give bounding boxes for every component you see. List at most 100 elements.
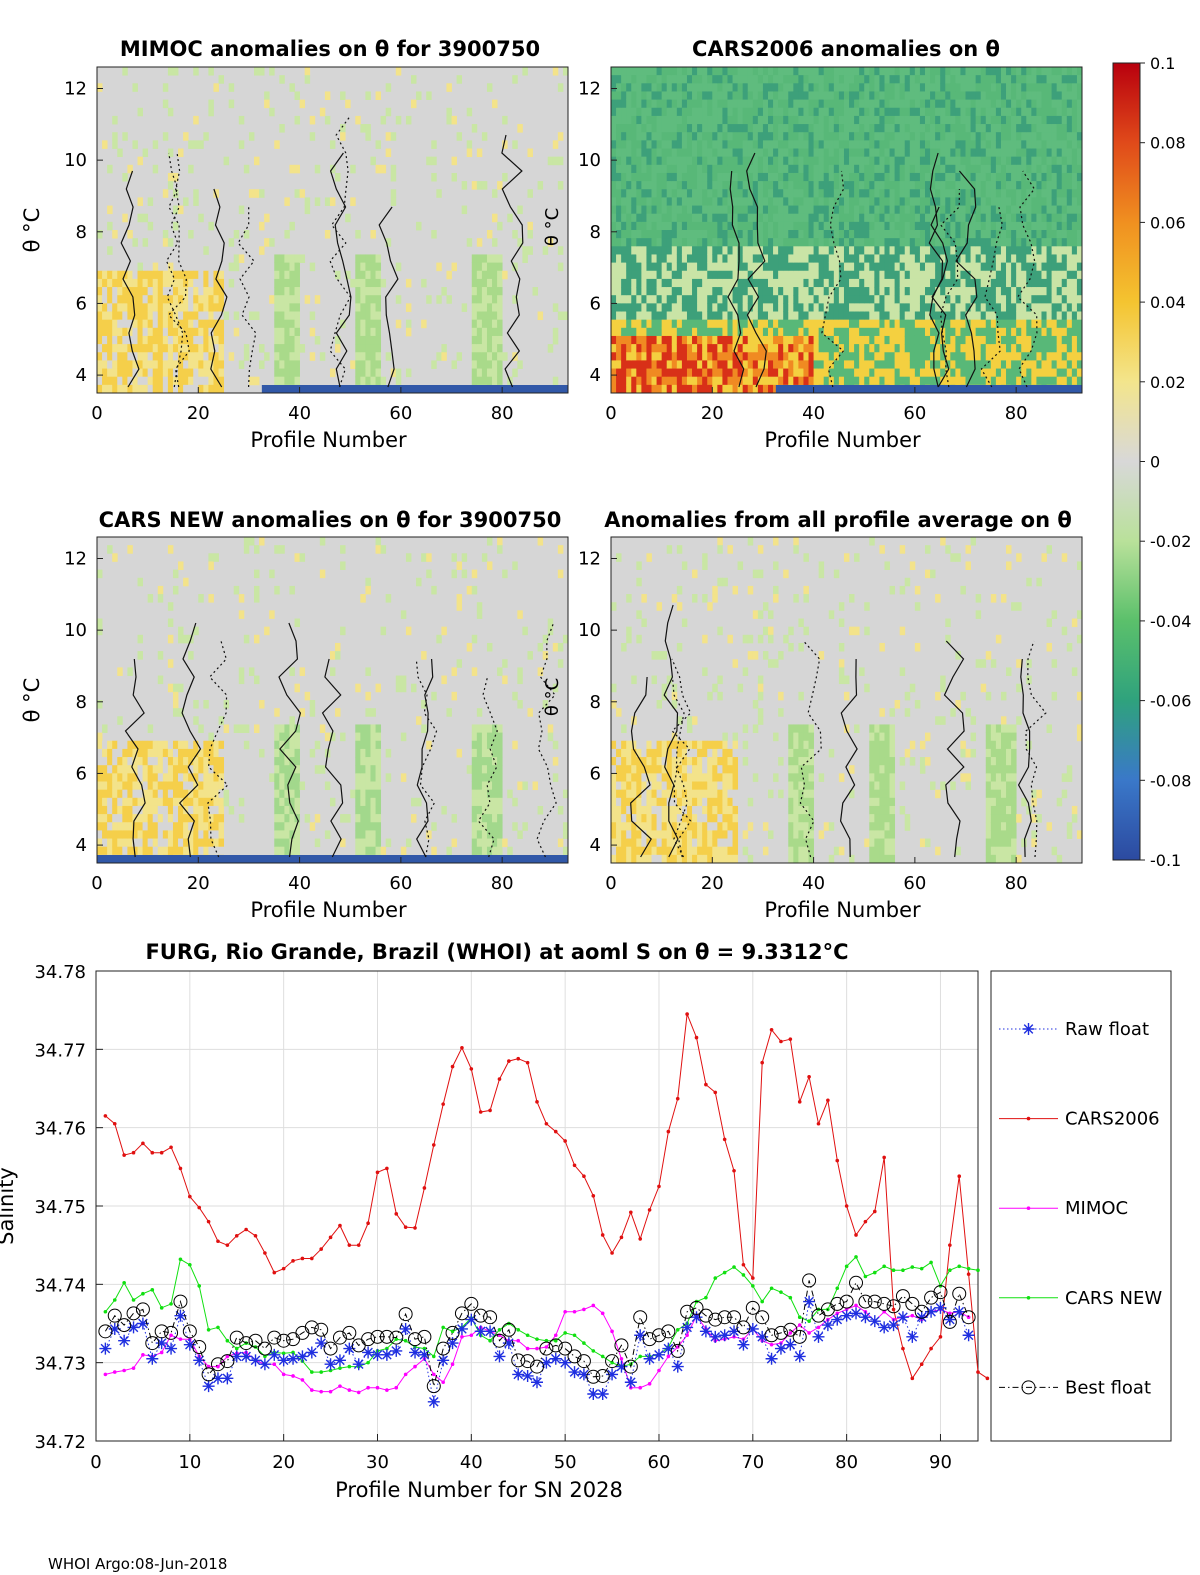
panel-cell: [808, 197, 814, 206]
panel-cell: [183, 197, 189, 206]
panel-cell: [894, 368, 901, 378]
panel-cell: [122, 822, 128, 831]
panel-cell: [1041, 335, 1047, 345]
panel-cell: [1011, 67, 1017, 76]
panel-cell: [778, 230, 784, 239]
panel-cell: [1000, 221, 1007, 231]
panel-cell: [849, 368, 855, 378]
panel-cell: [757, 384, 764, 394]
panel-cell: [742, 295, 749, 304]
panel-cell: [626, 384, 632, 394]
panel-cell: [904, 99, 911, 109]
panel-cell: [945, 164, 951, 174]
panel-cell: [142, 789, 149, 799]
panel-cell: [742, 132, 749, 141]
panel-cell: [284, 262, 290, 272]
panel-cell: [147, 368, 154, 378]
panel-cell: [1041, 376, 1047, 386]
panel-cell: [178, 368, 184, 378]
panel-cell: [783, 352, 789, 361]
panel-cell: [656, 295, 663, 304]
panel-cell: [849, 75, 855, 84]
panel-cell: [476, 270, 483, 280]
panel-cell: [950, 295, 956, 304]
panel-cell: [218, 384, 225, 394]
panel-cell: [213, 344, 219, 353]
panel-cell: [157, 797, 164, 807]
panel-cell: [329, 140, 336, 149]
panel-cell: [945, 124, 951, 133]
panel-cell: [869, 262, 875, 272]
panel-cell: [188, 164, 194, 174]
panel-cell: [930, 360, 936, 369]
panel-cell: [798, 67, 804, 76]
panel-cell: [914, 352, 921, 361]
panel-cell: [762, 83, 769, 92]
panel-cell: [919, 319, 926, 329]
panel-cell: [1041, 278, 1047, 288]
panel-cell: [813, 189, 820, 198]
panel-cell: [838, 213, 845, 223]
panel-cell: [985, 140, 992, 149]
panel-cell: [965, 67, 971, 76]
panel-cell: [854, 335, 860, 345]
panel-cell: [1076, 368, 1083, 378]
panel-cell: [889, 99, 896, 109]
panel-cell: [702, 75, 708, 84]
panel-cell: [1061, 67, 1068, 76]
panel-cell: [803, 238, 809, 247]
panel-cell: [894, 75, 901, 84]
panel-cell: [803, 99, 809, 109]
panel-cell: [854, 278, 860, 288]
panel-cell: [476, 311, 483, 321]
panel-cell: [843, 107, 850, 117]
panel-cell: [162, 278, 169, 288]
panel-cell: [621, 295, 627, 304]
panel-cell: [641, 278, 647, 288]
panel-cell: [355, 368, 361, 378]
panel-cell: [879, 67, 885, 76]
panel-cell: [818, 287, 825, 296]
panel-cell: [137, 327, 143, 337]
panel-cell: [1041, 140, 1047, 149]
panel-cell: [889, 213, 896, 223]
panel-cell: [935, 75, 941, 84]
panel-cell: [345, 270, 351, 280]
panel-cell: [914, 75, 921, 84]
panel-cell: [889, 83, 896, 92]
panel-cell: [940, 99, 946, 109]
panel-cell: [218, 335, 225, 345]
panel-cell: [950, 181, 956, 190]
panel-cell: [838, 303, 845, 312]
panel-cell: [279, 124, 285, 133]
panel-cell: [717, 75, 723, 84]
panel-cell: [940, 278, 946, 288]
panel-cell: [631, 295, 637, 304]
panel-cell: [661, 262, 668, 272]
panel-cell: [167, 148, 174, 158]
panel-cell: [950, 140, 956, 149]
panel-cell: [874, 368, 880, 378]
panel-cell: [1036, 270, 1042, 280]
panel-cell: [1016, 67, 1022, 76]
panel-cell: [727, 360, 733, 369]
panel-cell: [803, 164, 809, 174]
panel-cell: [355, 115, 361, 125]
panel-cell: [747, 83, 754, 92]
panel-cell: [823, 124, 830, 133]
panel-cell: [828, 311, 835, 321]
panel-cell: [117, 748, 123, 758]
panel-cell: [385, 107, 392, 117]
panel-cell: [768, 376, 774, 386]
panel-cell: [773, 368, 779, 378]
panel-cell: [137, 303, 143, 312]
panel-cell: [203, 352, 209, 361]
panel-cell: [884, 368, 890, 378]
panel-cell: [889, 75, 896, 84]
panel-cell: [879, 311, 885, 321]
panel-cell: [102, 797, 108, 807]
panel-cell: [213, 270, 219, 280]
panel-cell: [742, 75, 749, 84]
panel-cell: [838, 107, 845, 117]
panel-cell: [681, 115, 688, 125]
